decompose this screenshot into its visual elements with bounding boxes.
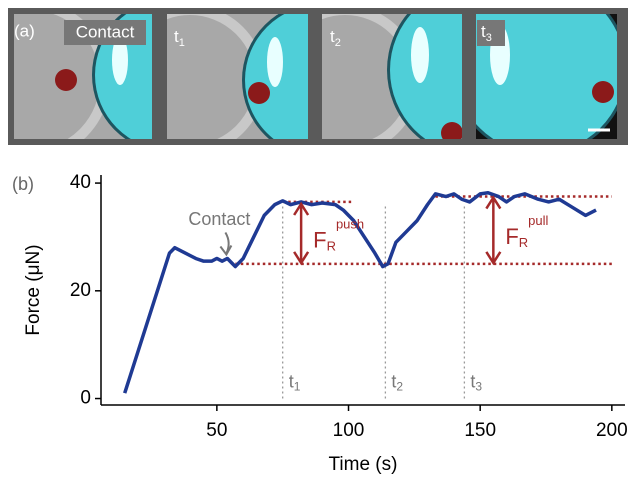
force-superscript: pull [528, 214, 548, 229]
image-label: t1 [174, 27, 185, 48]
arrow-head [485, 195, 502, 210]
time-marker-text: t [289, 371, 294, 391]
arrow-head [485, 251, 502, 266]
force-line [123, 191, 597, 394]
y-tick-label: 20 [70, 280, 91, 301]
panel-b: (b) Time (s) Force (μN) 0 20 40 50 100 150 200… [12, 172, 628, 475]
image-label: t3 [481, 22, 492, 43]
x-tick-label: 200 [596, 420, 628, 441]
arrow-head [293, 201, 310, 216]
time-marker-text: t [391, 371, 396, 391]
x-axis-label: Time (s) [329, 454, 398, 475]
force-superscript: push [336, 217, 364, 232]
time-marker-subscript: 1 [294, 380, 301, 394]
time-marker-label: t3 [470, 371, 482, 393]
contact-label: Contact [188, 209, 250, 229]
image-label: t2 [330, 27, 341, 48]
force-label: FRpush [313, 217, 364, 254]
force-label: FRpull [505, 214, 548, 251]
time-marker-text: t [470, 371, 475, 391]
x-tick-label: 100 [333, 420, 365, 441]
time-marker-subscript: 2 [396, 380, 403, 394]
y-tick-label: 40 [70, 172, 91, 193]
time-marker-label: t2 [391, 371, 403, 393]
force-symbol: F [313, 227, 326, 252]
force-symbol: F [505, 224, 518, 249]
image-tile [476, 14, 617, 139]
image-label: Contact [76, 22, 135, 41]
panel-label: (b) [12, 174, 34, 194]
arrow-head [293, 251, 310, 266]
label-box [64, 20, 146, 45]
time-marker-subscript: 3 [475, 380, 482, 394]
panel-label: (a) [14, 21, 35, 40]
force-subscript: R [327, 239, 336, 254]
x-tick-label: 150 [464, 420, 496, 441]
y-tick-label: 0 [80, 388, 91, 409]
force-subscript: R [519, 236, 528, 251]
arrow-head [219, 245, 233, 257]
label-box [477, 20, 505, 46]
y-axis-label: Force (μN) [23, 244, 44, 335]
x-tick-label: 50 [206, 420, 227, 441]
image-tile [167, 14, 308, 139]
panel-a: (a) Contact t1 t2 t3 [8, 8, 628, 145]
time-marker-label: t1 [289, 371, 301, 393]
image-tile [322, 14, 462, 139]
